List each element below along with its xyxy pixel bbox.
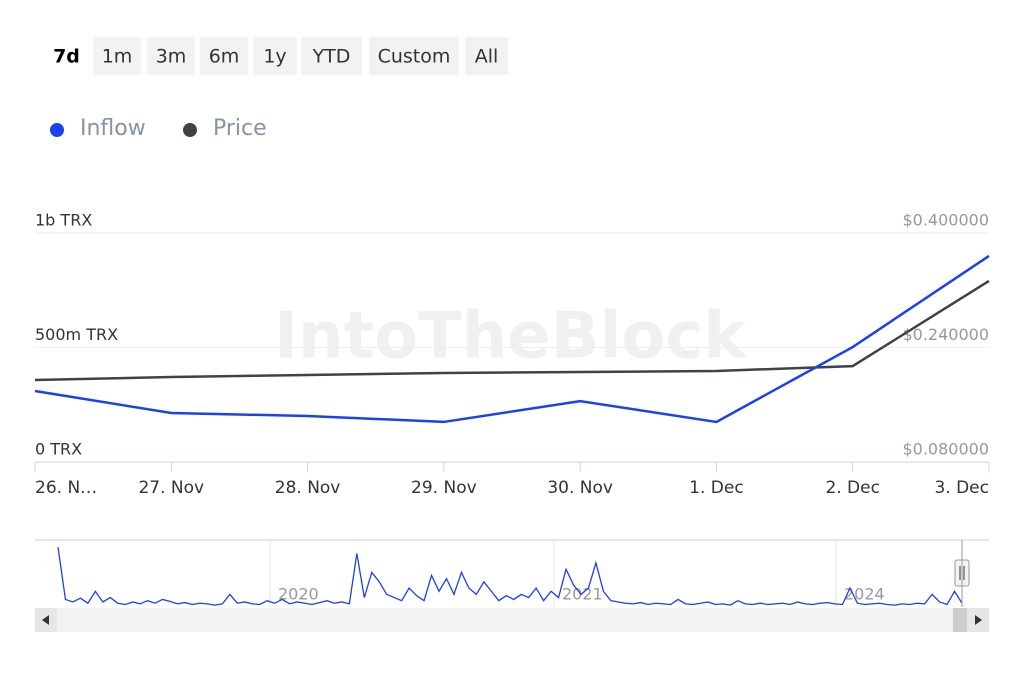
- range-button-bg: [253, 37, 297, 75]
- range-button-label: All: [475, 46, 499, 68]
- x-tick-label: 27. Nov: [138, 478, 204, 498]
- range-button[interactable]: 7d: [45, 37, 88, 75]
- navigator-mask: [35, 540, 962, 607]
- range-button[interactable]: 1m: [93, 37, 141, 75]
- x-tick-label: 3. Dec: [934, 478, 989, 498]
- legend-item[interactable]: Price: [183, 116, 267, 141]
- range-button-bg: [147, 37, 195, 75]
- range-button-label: 7d: [53, 46, 80, 68]
- range-button-label: YTD: [312, 46, 351, 68]
- watermark: IntoTheBlock: [274, 300, 747, 374]
- y-tick-label: 0 TRX: [35, 440, 82, 459]
- scrollbar-left-arrow: [42, 615, 49, 625]
- legend-marker: [183, 123, 197, 137]
- x-tick-label: 28. Nov: [275, 478, 341, 498]
- legend-marker: [50, 123, 64, 137]
- range-button-bg: [465, 37, 508, 75]
- y2-tick-label: $0.400000: [902, 211, 989, 230]
- x-tick-label: 30. Nov: [547, 478, 613, 498]
- range-button-label: 1y: [263, 46, 286, 68]
- legend-item[interactable]: Inflow: [50, 116, 146, 141]
- x-tick-label: 2. Dec: [825, 478, 880, 498]
- range-button-bg: [93, 37, 141, 75]
- series-line: [34, 279, 990, 382]
- range-button-bg: [200, 37, 248, 75]
- legend-label: Inflow: [80, 116, 146, 141]
- range-button[interactable]: All: [465, 37, 508, 75]
- y2-tick-label: $0.080000: [902, 440, 989, 459]
- range-button[interactable]: 1y: [253, 37, 297, 75]
- range-button[interactable]: 6m: [200, 37, 248, 75]
- y-tick-label: 500m TRX: [35, 325, 118, 344]
- range-button-bg: [301, 37, 362, 75]
- scrollbar-thumb[interactable]: [953, 608, 967, 632]
- range-button-label: 6m: [209, 46, 240, 68]
- x-tick-label: 29. Nov: [411, 478, 477, 498]
- range-button-label: 3m: [156, 46, 187, 68]
- range-button[interactable]: YTD: [301, 37, 362, 75]
- legend-label: Price: [213, 116, 267, 141]
- range-button[interactable]: 3m: [147, 37, 195, 75]
- navigator-label: 2020: [278, 585, 319, 604]
- x-tick-label: 26. N…: [35, 478, 97, 498]
- range-button-bg: [45, 37, 88, 75]
- series-line: [34, 254, 990, 424]
- y2-tick-label: $0.240000: [902, 325, 989, 344]
- range-button-bg: [369, 37, 459, 75]
- navigator-line: [57, 547, 963, 606]
- range-button[interactable]: Custom: [369, 37, 459, 75]
- scrollbar-right-arrow: [975, 615, 982, 625]
- scrollbar-track: [35, 608, 989, 632]
- x-tick-label: 1. Dec: [689, 478, 744, 498]
- y-tick-label: 1b TRX: [35, 211, 92, 230]
- range-button-label: 1m: [102, 46, 133, 68]
- navigator-label: 2024: [844, 585, 885, 604]
- range-button-label: Custom: [378, 46, 451, 68]
